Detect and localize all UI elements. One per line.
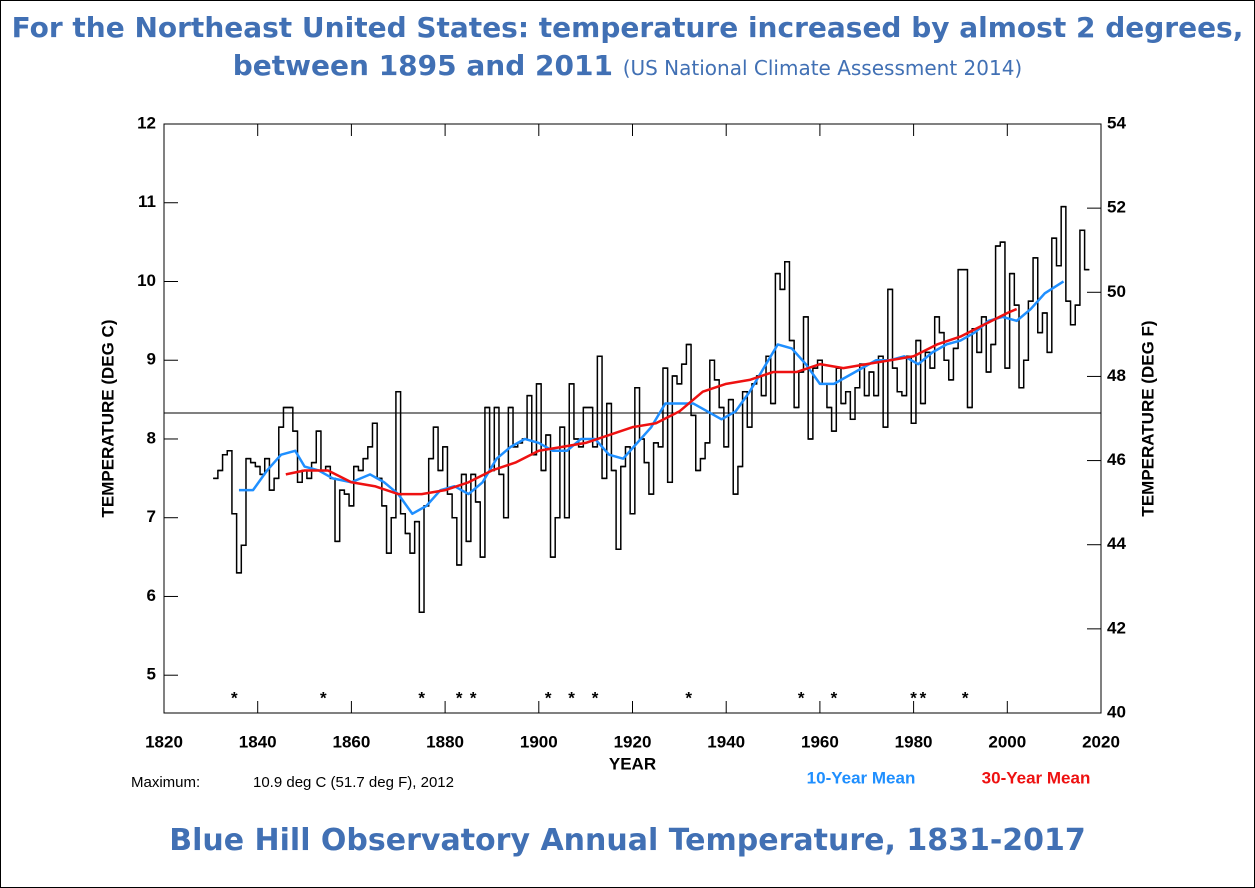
x-tick-label: 1860 bbox=[332, 732, 370, 751]
star-marker: * bbox=[920, 688, 927, 707]
star-marker: * bbox=[798, 688, 805, 707]
legend-label: 30-Year Mean bbox=[982, 768, 1091, 787]
star-marker: * bbox=[685, 688, 692, 707]
title-source: (US National Climate Assessment 2014) bbox=[622, 56, 1023, 80]
x-tick-label: 1900 bbox=[520, 732, 558, 751]
y-axis-label: TEMPERATURE (DEG C) bbox=[98, 319, 117, 517]
y-tick-label: 9 bbox=[147, 350, 156, 369]
step-outline bbox=[213, 205, 1090, 613]
y-tick-label: 5 bbox=[147, 665, 156, 684]
y-tick-label: 11 bbox=[138, 192, 156, 211]
x-tick-label: 1940 bbox=[707, 732, 745, 751]
star-marker: * bbox=[962, 688, 969, 707]
y2-tick-label: 52 bbox=[1107, 198, 1126, 217]
mean-line bbox=[285, 307, 1018, 496]
x-tick-label: 1840 bbox=[239, 732, 277, 751]
y2-axis-label: TEMPERATURE (DEG F) bbox=[1138, 320, 1157, 516]
title-text: For the Northeast United States: tempera… bbox=[11, 11, 1244, 82]
plot-frame bbox=[163, 123, 1102, 714]
annotation: 10.9 deg C (51.7 deg F), 2012 bbox=[253, 774, 454, 791]
y2-tick-label: 50 bbox=[1107, 282, 1126, 301]
star-marker: * bbox=[592, 688, 599, 707]
star-marker: * bbox=[470, 688, 477, 707]
star-marker: * bbox=[231, 688, 238, 707]
x-tick-label: 2020 bbox=[1082, 732, 1120, 751]
star-marker: * bbox=[831, 688, 838, 707]
y2-tick-label: 46 bbox=[1107, 450, 1126, 469]
y2-tick-label: 48 bbox=[1107, 366, 1126, 385]
legend-label: 10-Year Mean bbox=[807, 768, 916, 787]
y-tick-label: 8 bbox=[147, 428, 156, 447]
annotation: Maximum: bbox=[131, 774, 200, 791]
x-axis-label: YEAR bbox=[609, 754, 656, 773]
star-marker: * bbox=[418, 688, 425, 707]
star-marker: * bbox=[910, 688, 917, 707]
y2-tick-label: 54 bbox=[1107, 113, 1126, 132]
star-marker: * bbox=[568, 688, 575, 707]
star-marker: * bbox=[545, 688, 552, 707]
y-tick-label: 6 bbox=[147, 586, 156, 605]
star-marker: * bbox=[456, 688, 463, 707]
x-tick-label: 1960 bbox=[801, 732, 839, 751]
star-marker: * bbox=[320, 688, 327, 707]
y-tick-label: 7 bbox=[147, 507, 156, 526]
y2-tick-label: 42 bbox=[1107, 618, 1126, 637]
y-tick-label: 12 bbox=[137, 113, 156, 132]
footer-title: Blue Hill Observatory Annual Temperature… bbox=[169, 823, 1086, 858]
x-tick-label: 1920 bbox=[614, 732, 652, 751]
slide-title: For the Northeast United States: tempera… bbox=[1, 9, 1254, 87]
mean-line bbox=[238, 280, 1065, 516]
y-tick-label: 10 bbox=[137, 271, 156, 290]
y2-tick-label: 40 bbox=[1107, 702, 1126, 721]
x-tick-label: 1820 bbox=[145, 732, 183, 751]
y2-tick-label: 44 bbox=[1107, 534, 1126, 553]
x-tick-label: 1980 bbox=[895, 732, 933, 751]
x-tick-label: 1880 bbox=[426, 732, 464, 751]
x-tick-label: 2000 bbox=[988, 732, 1026, 751]
